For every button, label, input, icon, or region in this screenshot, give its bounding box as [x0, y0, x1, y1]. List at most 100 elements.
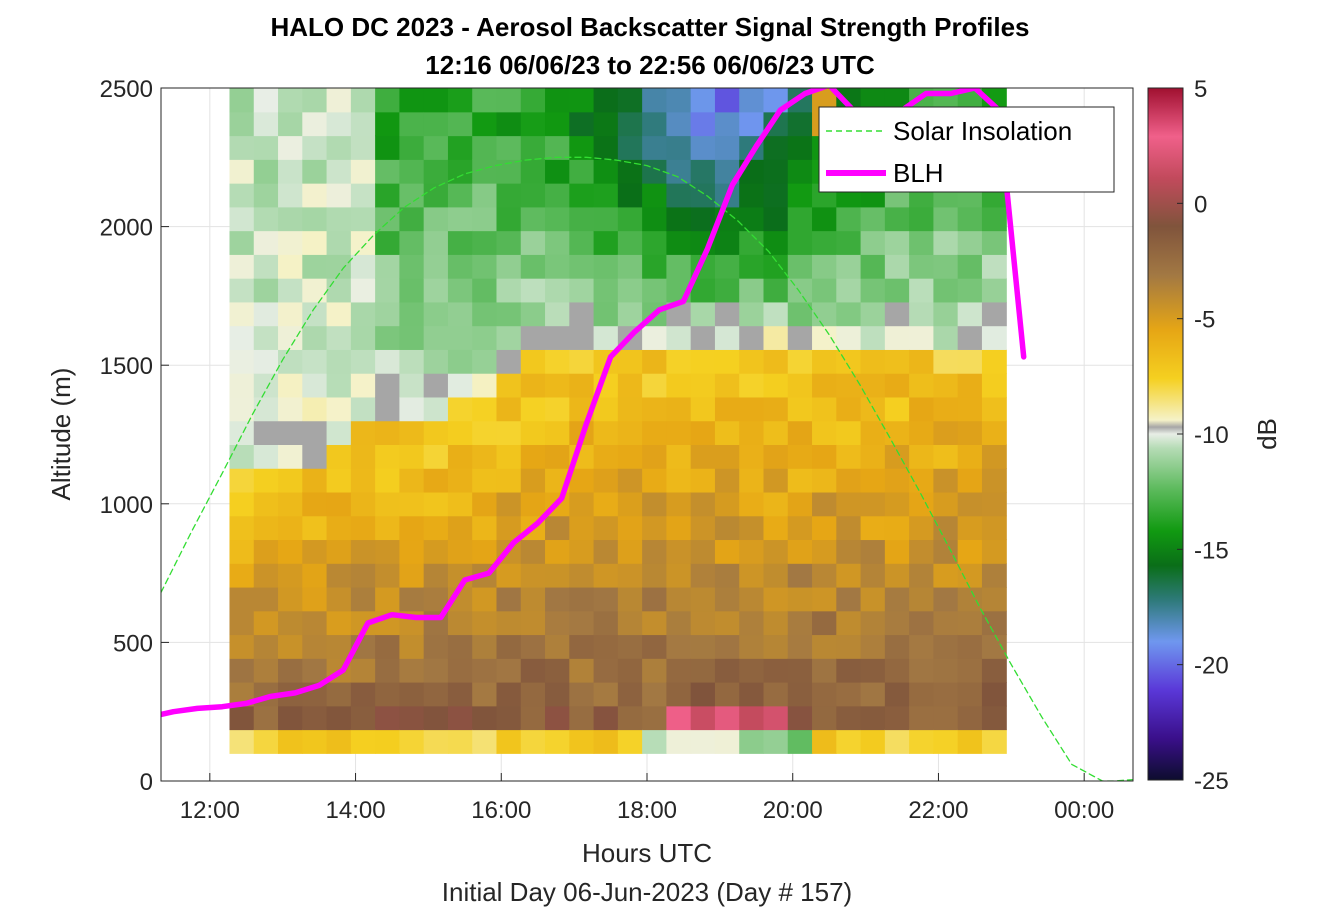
- heatmap-cell: [447, 135, 473, 160]
- heatmap-cell: [933, 515, 959, 541]
- heatmap-cell: [617, 515, 643, 541]
- heatmap-cell: [496, 468, 522, 493]
- x-axis: 12:00 14:00 16:00 18:00 20:00 22:00 00:00: [180, 773, 1114, 824]
- heatmap-cell: [739, 373, 765, 398]
- heatmap-cell: [229, 444, 255, 469]
- heatmap-cell: [278, 159, 303, 184]
- heatmap-cell: [569, 254, 595, 279]
- heatmap-cell: [642, 586, 667, 612]
- heatmap-cell: [229, 183, 255, 208]
- heatmap-cell: [423, 515, 449, 541]
- heatmap-cell: [496, 444, 522, 469]
- heatmap-cell: [326, 634, 352, 659]
- heatmap-cell: [909, 230, 934, 255]
- heatmap-cell: [423, 563, 449, 588]
- heatmap-cell: [593, 206, 619, 232]
- heatmap-cell: [278, 111, 303, 137]
- heatmap-cell: [520, 254, 546, 279]
- heatmap-cell: [399, 634, 425, 659]
- heatmap-cell: [787, 230, 813, 255]
- heatmap-cell: [375, 682, 400, 707]
- heatmap-cell: [787, 515, 813, 541]
- heatmap-cell: [642, 206, 667, 232]
- heatmap-cell: [253, 135, 279, 160]
- heatmap-cell: [253, 491, 279, 517]
- heatmap-cell: [714, 658, 740, 683]
- heatmap-cell: [375, 586, 400, 612]
- heatmap-cell: [278, 301, 303, 327]
- heatmap-cell: [666, 135, 692, 160]
- heatmap-cell: [569, 349, 595, 374]
- heatmap-cell: [933, 206, 959, 232]
- heatmap-cell: [957, 491, 983, 517]
- heatmap-cell: [278, 491, 303, 517]
- heatmap-cell: [496, 491, 522, 517]
- x-tick-label: 16:00: [471, 797, 531, 824]
- heatmap-cell: [714, 539, 740, 564]
- heatmap-cell: [253, 301, 279, 327]
- heatmap-cell: [981, 610, 1007, 636]
- heatmap-cell: [957, 705, 983, 731]
- heatmap-cell: [860, 658, 886, 683]
- heatmap-cell: [423, 420, 449, 445]
- heatmap-cell: [981, 301, 1007, 327]
- heatmap-cell: [860, 539, 886, 564]
- heatmap-cell: [302, 325, 328, 350]
- heatmap-cell: [253, 539, 279, 564]
- heatmap-cell: [496, 135, 522, 160]
- heatmap-cell: [399, 159, 425, 184]
- heatmap-cell: [836, 206, 862, 232]
- heatmap-cell: [690, 682, 716, 707]
- heatmap-cell: [957, 278, 983, 303]
- heatmap-cell: [375, 563, 400, 588]
- heatmap-cell: [593, 325, 619, 350]
- heatmap-cell: [520, 349, 546, 374]
- heatmap-cell: [690, 610, 716, 636]
- heatmap-cell: [375, 159, 400, 184]
- heatmap-cell: [860, 349, 886, 374]
- heatmap-cell: [884, 396, 910, 422]
- heatmap-cell: [981, 515, 1007, 541]
- heatmap-cell: [593, 301, 619, 327]
- heatmap-cell: [981, 396, 1007, 422]
- colorbar-label: dB: [1252, 418, 1282, 450]
- heatmap-cell: [787, 206, 813, 232]
- heatmap-cell: [423, 159, 449, 184]
- heatmap-cell: [496, 349, 522, 374]
- heatmap-cell: [278, 135, 303, 160]
- heatmap-cell: [545, 729, 570, 754]
- heatmap-cell: [981, 634, 1007, 659]
- heatmap-cell: [253, 159, 279, 184]
- heatmap-cell: [981, 230, 1007, 255]
- heatmap-cell: [933, 230, 959, 255]
- heatmap-cell: [253, 373, 279, 398]
- heatmap-cell: [278, 278, 303, 303]
- heatmap-cell: [496, 420, 522, 445]
- heatmap-cell: [496, 111, 522, 137]
- heatmap-cell: [909, 539, 934, 564]
- heatmap-cell: [447, 682, 473, 707]
- heatmap-cell: [909, 420, 934, 445]
- heatmap-cell: [423, 111, 449, 137]
- heatmap-cell: [375, 183, 400, 208]
- heatmap-cell: [860, 610, 886, 636]
- heatmap-cell: [350, 230, 376, 255]
- heatmap-cell: [520, 278, 546, 303]
- heatmap-cell: [860, 634, 886, 659]
- heatmap-cell: [496, 373, 522, 398]
- heatmap-cell: [642, 135, 667, 160]
- heatmap-cell: [569, 278, 595, 303]
- heatmap-cell: [423, 444, 449, 469]
- heatmap-cell: [593, 278, 619, 303]
- heatmap-cell: [545, 586, 570, 612]
- heatmap-cell: [739, 468, 765, 493]
- heatmap-cell: [472, 278, 498, 303]
- heatmap-cell: [447, 444, 473, 469]
- heatmap-cell: [326, 491, 352, 517]
- heatmap-cell: [714, 135, 740, 160]
- heatmap-cell: [472, 230, 498, 255]
- heatmap-cell: [933, 444, 959, 469]
- heatmap-cell: [933, 254, 959, 279]
- heatmap-cell: [447, 230, 473, 255]
